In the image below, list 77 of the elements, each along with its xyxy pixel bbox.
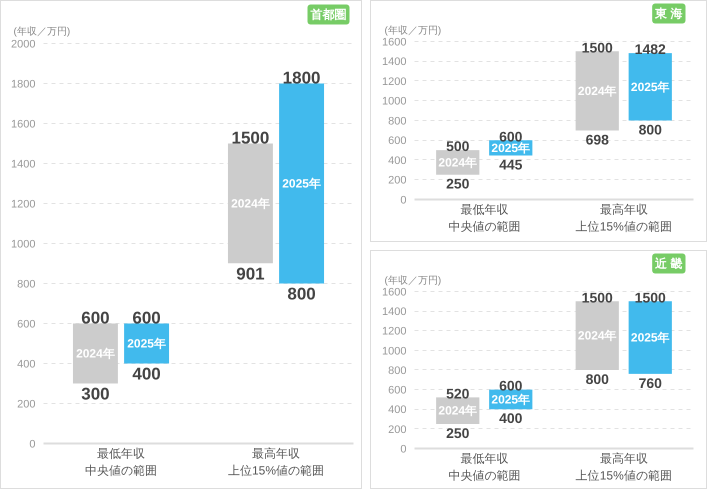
y-tick-label: 600	[17, 318, 36, 330]
chart-title: 近 畿	[654, 256, 683, 270]
y-tick-label: 1000	[382, 345, 407, 358]
annotation: 1482	[634, 41, 666, 58]
annotation: 760	[638, 374, 662, 391]
y-tick-label: 1200	[11, 198, 36, 210]
annotation: 400	[132, 364, 161, 384]
y-axis-title: (年収／万円)	[384, 24, 442, 36]
bar	[228, 144, 273, 264]
annotation: 445	[499, 156, 523, 172]
annotation: 800	[586, 370, 610, 387]
y-tick-label: 1400	[11, 158, 36, 170]
x-tick-label: 最高年収上位15%値の範囲	[576, 202, 672, 234]
y-tick-label: 1400	[382, 306, 407, 318]
annotation: 400	[499, 410, 523, 426]
annotation: 300	[81, 384, 110, 404]
bar	[628, 301, 672, 374]
annotation: 800	[287, 284, 316, 304]
text: 2025年	[630, 330, 670, 345]
y-tick-label: 1800	[11, 78, 36, 90]
bar	[72, 324, 118, 384]
y-tick-label: 400	[17, 358, 36, 370]
bar	[628, 53, 672, 120]
series-label: 2025年	[491, 392, 530, 406]
x-tick-label: 最高年収上位15%値の範囲	[576, 452, 672, 482]
y-tick-label: 600	[388, 135, 407, 148]
y-tick-label: 1600	[382, 286, 407, 298]
x-tick-label: 最低年収中央値の範囲	[448, 202, 520, 234]
y-tick-label: 1200	[382, 76, 407, 88]
annotation: 250	[446, 424, 470, 441]
y-tick-label: 200	[388, 424, 407, 436]
x-tick-label: 最低年収中央値の範囲	[85, 446, 157, 478]
bar	[279, 84, 324, 284]
annotation: 1500	[582, 39, 614, 56]
annotation: 600	[81, 308, 110, 328]
annotation: 500	[446, 138, 470, 154]
text: 2025年	[630, 80, 670, 94]
annotation: 520	[446, 386, 470, 402]
y-tick-label: 1600	[11, 118, 36, 130]
y-tick-label: 1200	[382, 326, 407, 338]
annotation: 800	[638, 121, 662, 138]
bar	[576, 301, 619, 370]
annotation: 1500	[634, 289, 666, 306]
text: 2025年	[282, 176, 321, 190]
annotation: 698	[586, 131, 610, 148]
y-tick-label: 1000	[11, 238, 36, 250]
annotation: 1500	[582, 289, 614, 306]
x-tick-label: 最低年収中央値の範囲	[448, 452, 520, 482]
y-tick-label: 600	[388, 384, 407, 397]
y-tick-label: 1600	[382, 36, 407, 48]
annotation: 1800	[282, 68, 320, 88]
x-tick-label: 最高年収上位15%値の範囲	[228, 446, 324, 478]
bar	[576, 51, 619, 131]
y-tick-label: 800	[388, 115, 407, 128]
annotation: 600	[132, 308, 161, 328]
annotation: 600	[499, 378, 523, 394]
y-tick-label: 0	[400, 444, 407, 456]
y-tick-label: 1000	[382, 96, 407, 108]
y-axis-title: (年収／万円)	[14, 26, 70, 38]
chart-title: 首都圏	[310, 8, 346, 22]
y-tick-label: 2000	[11, 38, 36, 50]
annotation: 1500	[232, 128, 270, 148]
y-tick-label: 200	[17, 398, 36, 410]
series-label: 2025年	[127, 336, 166, 350]
annotation: 250	[446, 176, 470, 192]
series-label: 2025年	[491, 140, 530, 155]
y-tick-label: 800	[17, 278, 36, 290]
y-tick-label: 1400	[382, 56, 407, 68]
y-tick-label: 400	[388, 404, 407, 416]
y-tick-label: 0	[29, 438, 36, 450]
annotation: 901	[236, 264, 265, 284]
y-tick-label: 200	[388, 174, 407, 187]
y-axis-title: (年収／万円)	[384, 274, 442, 286]
chart-title: 東 海	[654, 6, 683, 20]
y-tick-label: 800	[388, 364, 407, 377]
y-tick-label: 0	[400, 194, 407, 206]
y-tick-label: 400	[388, 154, 407, 167]
